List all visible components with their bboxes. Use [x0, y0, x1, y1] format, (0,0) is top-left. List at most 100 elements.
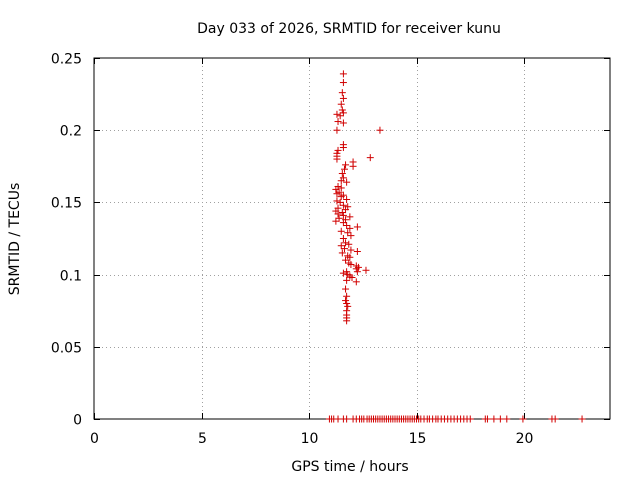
- data-point: [344, 302, 352, 310]
- data-point: [338, 89, 346, 97]
- y-tick-labels: 0 0.05 0.1 0.15 0.2 0.25: [51, 52, 82, 429]
- data-point: [337, 193, 345, 201]
- data-point: [519, 415, 527, 423]
- data-point: [339, 144, 347, 152]
- data-point: [333, 126, 341, 134]
- y-tick-label: 0: [73, 413, 82, 429]
- data-point: [338, 209, 346, 217]
- data-point: [338, 170, 346, 178]
- data-point: [347, 232, 355, 240]
- data-point: [347, 260, 355, 268]
- data-point: [343, 276, 351, 284]
- data-point: [337, 100, 345, 108]
- data-point: [343, 415, 351, 423]
- data-point: [342, 285, 350, 293]
- data-point: [349, 162, 357, 170]
- grid-lines: [94, 58, 610, 419]
- data-point: [339, 269, 347, 277]
- data-point: [376, 126, 384, 134]
- data-points: [325, 70, 586, 423]
- data-point: [338, 249, 346, 257]
- data-point: [333, 197, 341, 205]
- data-point: [343, 317, 351, 325]
- data-point: [343, 299, 351, 307]
- y-tick-label: 0.25: [51, 52, 82, 68]
- x-tick-label: 0: [90, 431, 99, 447]
- plot-frame: [93, 57, 611, 420]
- data-point: [466, 415, 474, 423]
- data-point: [342, 239, 350, 247]
- data-point: [337, 177, 345, 185]
- x-axis-label: GPS time / hours: [291, 459, 408, 475]
- data-point: [332, 185, 340, 193]
- data-point: [333, 155, 341, 163]
- data-point: [334, 210, 342, 218]
- x-tick-label: 15: [409, 431, 427, 447]
- data-point: [342, 297, 350, 305]
- data-point: [340, 165, 348, 173]
- data-point: [353, 223, 361, 231]
- data-point: [335, 214, 343, 222]
- y-tick-label: 0.1: [60, 269, 82, 285]
- data-point: [352, 265, 360, 273]
- y-axis-label: SRMTID / TECUs: [7, 183, 23, 296]
- data-point: [353, 247, 361, 255]
- data-point: [342, 161, 350, 169]
- data-point: [551, 415, 559, 423]
- x-tick-label: 10: [301, 431, 319, 447]
- y-tick-label: 0.15: [51, 196, 82, 212]
- data-point: [339, 201, 347, 209]
- data-point: [342, 256, 350, 264]
- data-point: [339, 94, 347, 102]
- data-point: [342, 206, 350, 214]
- data-point: [339, 109, 347, 117]
- data-point: [337, 227, 345, 235]
- data-point: [339, 119, 347, 127]
- data-point: [339, 79, 347, 87]
- data-point: [339, 219, 347, 227]
- data-point: [339, 235, 347, 242]
- data-point: [496, 415, 504, 423]
- data-point: [578, 415, 586, 423]
- data-point: [339, 70, 347, 78]
- data-point: [343, 268, 351, 276]
- data-point: [346, 224, 354, 232]
- data-point: [348, 273, 356, 281]
- data-point: [366, 154, 374, 162]
- data-point: [483, 415, 491, 423]
- data-point: [337, 184, 345, 192]
- data-point: [343, 292, 351, 300]
- data-point: [340, 245, 348, 253]
- data-point: [338, 106, 346, 114]
- data-point: [347, 246, 355, 254]
- data-point: [336, 112, 344, 120]
- data-point: [346, 213, 354, 221]
- x-tick-labels: 0 5 10 15 20: [90, 431, 533, 447]
- data-point: [345, 240, 353, 248]
- data-point: [339, 211, 347, 219]
- data-point: [333, 110, 341, 118]
- data-point: [343, 196, 351, 204]
- data-point: [343, 178, 351, 186]
- data-point: [344, 229, 352, 237]
- data-point: [336, 198, 344, 206]
- x-tick-label: 5: [198, 431, 207, 447]
- data-point: [343, 222, 351, 230]
- data-point: [352, 278, 360, 286]
- data-point: [503, 415, 511, 423]
- axis-ticks: [94, 58, 610, 420]
- x-tick-label: 20: [516, 431, 534, 447]
- data-point: [333, 190, 341, 198]
- y-tick-label: 0.2: [60, 124, 82, 140]
- chart-title: Day 033 of 2026, SRMTID for receiver kun…: [197, 21, 501, 37]
- data-point: [353, 268, 361, 276]
- data-point: [337, 242, 345, 250]
- data-point: [332, 217, 340, 225]
- data-point: [362, 266, 370, 274]
- y-tick-label: 0.05: [51, 341, 82, 357]
- data-point: [490, 415, 498, 423]
- data-point: [334, 118, 342, 126]
- data-point: [334, 146, 342, 154]
- data-point: [346, 253, 354, 261]
